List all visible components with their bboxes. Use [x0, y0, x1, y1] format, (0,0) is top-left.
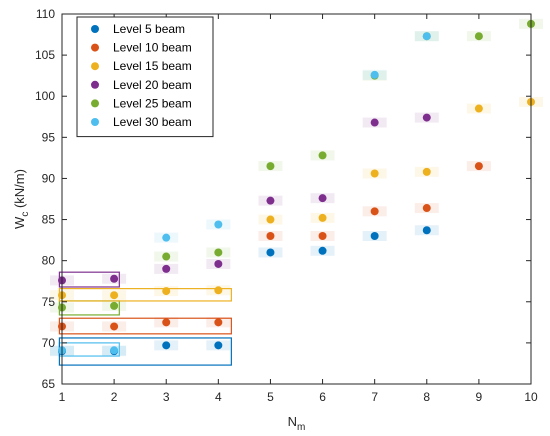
x-tick-label: 7	[371, 390, 378, 404]
data-point	[110, 322, 119, 331]
legend-label: Level 30 beam	[113, 115, 192, 129]
legend-marker	[91, 99, 99, 108]
data-point	[474, 32, 483, 41]
y-tick-label: 80	[42, 254, 56, 268]
data-point	[214, 220, 223, 229]
data-point	[214, 286, 223, 295]
y-tick-label: 90	[42, 171, 56, 185]
data-point	[370, 118, 379, 127]
y-tick-label: 105	[35, 48, 55, 62]
legend-label: Level 20 beam	[113, 78, 192, 92]
data-point	[318, 213, 327, 222]
legend-marker	[91, 62, 99, 71]
legend-marker	[91, 118, 99, 126]
legend: Level 5 beam Level 10 beam Level 15 beam Le…	[76, 16, 214, 138]
x-tick-label: 8	[423, 390, 430, 404]
y-tick-label: 95	[42, 130, 56, 144]
data-point	[266, 162, 275, 171]
plot-area-frame	[61, 13, 532, 385]
y-tick-label: 70	[42, 336, 56, 350]
data-point	[370, 207, 379, 216]
data-point	[422, 204, 431, 213]
data-point	[162, 252, 171, 261]
data-point	[162, 264, 171, 273]
data-point	[318, 194, 327, 203]
x-tick-label: 9	[476, 390, 483, 404]
legend-label: Level 5 beam	[113, 22, 185, 36]
y-tick-label: 75	[42, 295, 56, 309]
data-point	[422, 32, 431, 41]
data-point	[422, 167, 431, 176]
legend-marker	[91, 25, 99, 33]
data-point	[370, 232, 379, 240]
legend-label: Level 10 beam	[113, 41, 192, 55]
legend-label: Level 25 beam	[113, 96, 192, 110]
data-point	[214, 341, 223, 350]
data-point	[422, 113, 431, 122]
y-axis-label: Wc (kN/m)	[12, 169, 31, 229]
data-point	[266, 248, 275, 257]
legend-label: Level 15 beam	[113, 59, 192, 73]
highlight-box-layer	[58, 271, 232, 366]
x-tick-label: 1	[59, 390, 66, 404]
x-tick-label: 6	[319, 390, 326, 404]
y-tick-label: 110	[36, 7, 55, 21]
highlight-box	[58, 288, 232, 302]
legend-marker	[91, 43, 99, 52]
legend-marker	[91, 80, 99, 89]
data-point	[162, 233, 171, 242]
x-tick-label: 2	[111, 390, 118, 404]
data-point	[474, 162, 483, 171]
legend-box	[76, 16, 214, 138]
data-point	[110, 274, 119, 283]
data-point	[162, 318, 171, 327]
data-point	[162, 341, 171, 350]
y-tick-label: 100	[35, 89, 55, 103]
data-point	[370, 70, 379, 79]
data-point	[474, 104, 483, 113]
data-point	[214, 318, 223, 327]
data-point	[214, 248, 223, 257]
x-axis-label: Nm	[288, 414, 306, 433]
data-point	[110, 346, 119, 355]
data-point	[318, 232, 327, 240]
highlight-box	[58, 337, 232, 366]
axis-tick-layer: 1 2 3 4 5 6 7 8 9 10 65 70 75 80 85 90 95 100 105 110	[35, 7, 538, 404]
data-point	[370, 169, 379, 178]
x-tick-label: 4	[215, 390, 222, 404]
data-point	[266, 215, 275, 224]
data-point	[318, 151, 327, 160]
data-point	[266, 196, 275, 205]
data-point	[110, 291, 119, 300]
x-tick-label: 10	[524, 390, 538, 404]
data-point	[266, 232, 275, 240]
y-tick-label: 85	[42, 213, 56, 227]
highlight-box	[58, 317, 232, 335]
data-point-layer	[58, 19, 535, 356]
data-point	[422, 226, 431, 235]
x-tick-label: 5	[267, 390, 274, 404]
data-point	[318, 246, 327, 255]
x-tick-label: 3	[163, 390, 170, 404]
data-point	[214, 259, 223, 268]
data-point	[162, 287, 171, 296]
data-point	[110, 301, 119, 310]
y-tick-label: 65	[42, 377, 56, 391]
